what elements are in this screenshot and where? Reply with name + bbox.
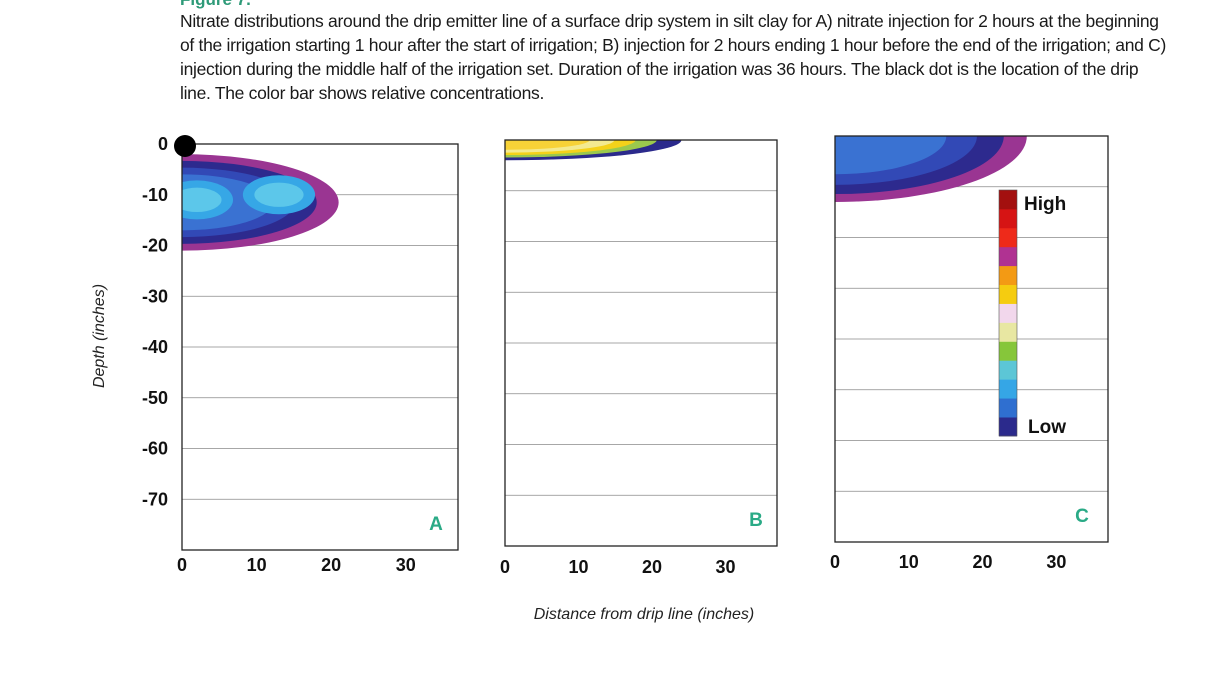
colorbar-segment bbox=[999, 246, 1017, 267]
figure-title: Figure 7. bbox=[180, 0, 251, 10]
y-tick-label: -30 bbox=[142, 286, 168, 306]
panel-frame bbox=[181, 143, 459, 551]
y-tick-label: -70 bbox=[142, 489, 168, 509]
panel-b: B bbox=[504, 139, 778, 547]
colorbar-segment bbox=[999, 208, 1017, 229]
x-tick-label: 20 bbox=[321, 555, 341, 575]
colorbar-high-label: High bbox=[1024, 194, 1066, 215]
plume bbox=[182, 154, 339, 251]
peak-core bbox=[182, 187, 222, 213]
plume bbox=[835, 136, 1027, 202]
panel-label-c: C bbox=[1075, 506, 1089, 527]
colorbar-segment bbox=[999, 303, 1017, 323]
x-tick-label: 20 bbox=[973, 552, 993, 572]
panel-label-b: B bbox=[749, 510, 763, 531]
colorbar-segment bbox=[999, 379, 1017, 399]
colorbar-low-label: Low bbox=[1028, 417, 1066, 438]
x-tick-label: 10 bbox=[899, 552, 919, 572]
x-tick-label: 10 bbox=[568, 557, 588, 577]
colorbar-segment bbox=[999, 322, 1017, 342]
y-axis-title: Depth (inches) bbox=[91, 284, 108, 388]
colorbar-segment bbox=[999, 284, 1017, 304]
contour bbox=[505, 140, 590, 150]
y-tick-label: -10 bbox=[142, 185, 168, 205]
y-tick-label: -50 bbox=[142, 388, 168, 408]
x-tick-label: 30 bbox=[396, 555, 416, 575]
y-tick-label: -40 bbox=[142, 337, 168, 357]
colorbar-segment bbox=[999, 417, 1017, 437]
x-tick-label: 30 bbox=[1046, 552, 1066, 572]
colorbar-segment bbox=[999, 360, 1017, 380]
x-tick-label: 30 bbox=[716, 557, 736, 577]
x-tick-label: 0 bbox=[177, 555, 187, 575]
colorbar-segment bbox=[999, 341, 1017, 361]
y-tick-label: -20 bbox=[142, 236, 168, 256]
panel-a: A bbox=[181, 143, 459, 551]
x-tick-label: 0 bbox=[500, 557, 510, 577]
contour bbox=[835, 136, 947, 175]
peak-core bbox=[254, 182, 304, 207]
x-tick-label: 0 bbox=[830, 552, 840, 572]
colorbar-segment bbox=[999, 265, 1017, 286]
colorbar-frame bbox=[998, 189, 1018, 437]
panel-label-a: A bbox=[429, 514, 443, 535]
plume bbox=[505, 140, 682, 161]
panel-c: C bbox=[834, 135, 1109, 543]
y-tick-label: -60 bbox=[142, 439, 168, 459]
colorbar-segment bbox=[999, 398, 1017, 418]
panel-frame bbox=[834, 135, 1109, 543]
panel-frame bbox=[504, 139, 778, 547]
figure-caption: Nitrate distributions around the drip em… bbox=[180, 11, 1166, 103]
colorbar-segment bbox=[999, 227, 1017, 248]
x-axis-title: Distance from drip line (inches) bbox=[534, 606, 755, 623]
y-tick-label: 0 bbox=[158, 134, 168, 154]
x-tick-label: 10 bbox=[247, 555, 267, 575]
colorbar-segment bbox=[999, 190, 1017, 210]
drip-line-dot bbox=[174, 135, 196, 157]
colorbar: High Low bbox=[998, 189, 1066, 438]
x-tick-label: 20 bbox=[642, 557, 662, 577]
